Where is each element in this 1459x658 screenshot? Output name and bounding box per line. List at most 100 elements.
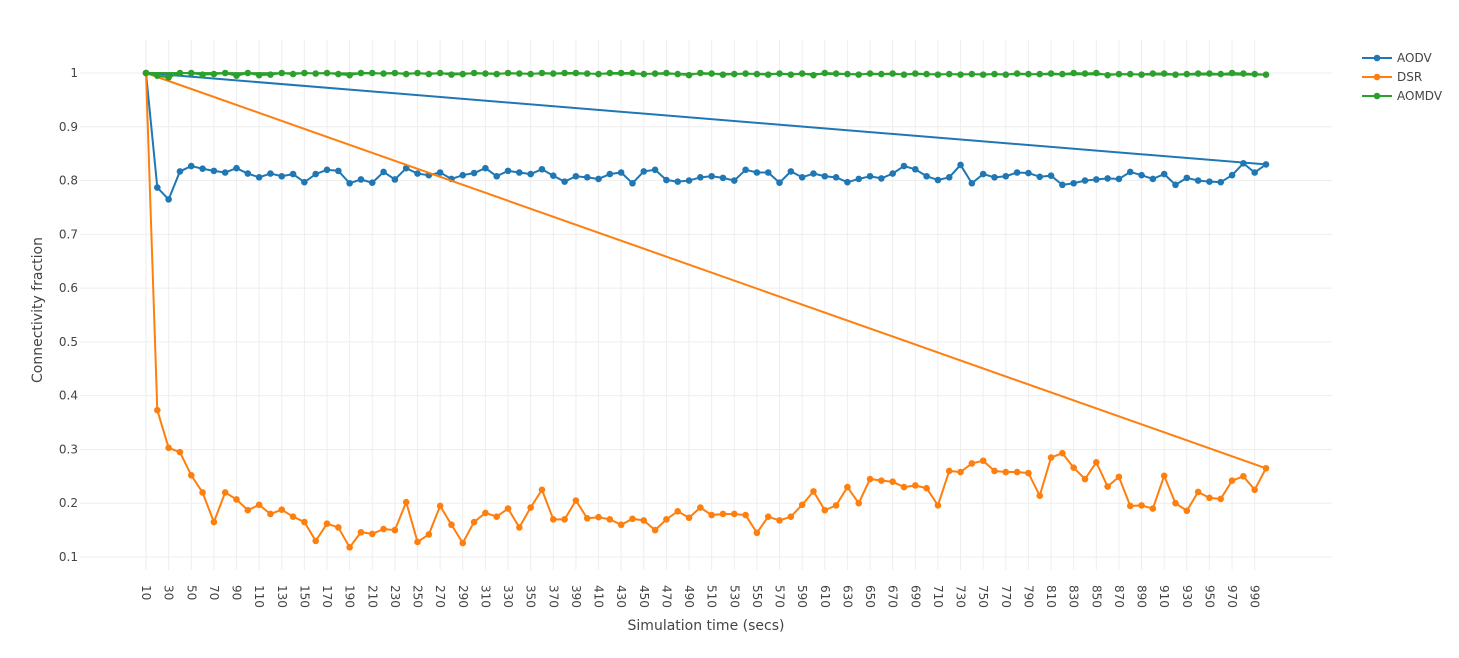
data-point[interactable] <box>617 169 625 176</box>
data-point[interactable] <box>538 165 546 173</box>
data-point[interactable] <box>470 169 478 177</box>
data-point[interactable] <box>221 169 229 176</box>
data-point[interactable] <box>742 511 749 519</box>
data-point[interactable] <box>595 175 602 183</box>
data-point[interactable] <box>1002 172 1010 180</box>
data-point[interactable] <box>323 520 331 527</box>
data-point[interactable] <box>991 174 998 181</box>
data-point[interactable] <box>629 515 636 523</box>
data-point[interactable] <box>414 170 421 177</box>
data-point[interactable] <box>1126 168 1134 176</box>
data-point[interactable] <box>1025 469 1032 477</box>
data-point[interactable] <box>1093 176 1100 183</box>
data-point[interactable] <box>583 70 591 77</box>
data-point[interactable] <box>221 69 229 77</box>
data-point[interactable] <box>482 164 489 172</box>
data-point[interactable] <box>1047 172 1055 180</box>
data-point[interactable] <box>753 529 761 537</box>
data-point[interactable] <box>776 517 783 524</box>
data-point[interactable] <box>730 70 738 78</box>
data-point[interactable] <box>470 69 478 77</box>
data-point[interactable] <box>425 531 433 538</box>
data-point[interactable] <box>844 178 851 186</box>
data-point[interactable] <box>1206 70 1213 77</box>
data-point[interactable] <box>199 489 206 496</box>
data-point[interactable] <box>1240 70 1247 77</box>
data-point[interactable] <box>210 167 218 175</box>
data-point[interactable] <box>1115 473 1123 481</box>
data-point[interactable] <box>1240 473 1247 480</box>
data-point[interactable] <box>617 69 625 77</box>
data-point[interactable] <box>368 530 376 538</box>
data-point[interactable] <box>561 516 568 523</box>
data-point[interactable] <box>776 179 783 187</box>
data-point[interactable] <box>1217 70 1225 78</box>
data-point[interactable] <box>1059 181 1066 189</box>
data-point[interactable] <box>1013 169 1021 176</box>
legend[interactable]: AODV DSR AOMDV <box>1362 51 1443 103</box>
data-point[interactable] <box>516 524 523 531</box>
data-point[interactable] <box>549 516 557 523</box>
data-point[interactable] <box>255 174 263 181</box>
data-point[interactable] <box>640 70 648 78</box>
data-point[interactable] <box>1183 507 1191 515</box>
data-point[interactable] <box>436 169 444 176</box>
data-point[interactable] <box>1025 169 1032 177</box>
data-point[interactable] <box>335 167 342 175</box>
data-point[interactable] <box>753 169 761 176</box>
data-point[interactable] <box>889 170 896 177</box>
data-point[interactable] <box>516 169 523 176</box>
data-point[interactable] <box>923 484 930 492</box>
data-point[interactable] <box>923 70 930 78</box>
data-point[interactable] <box>187 69 195 77</box>
data-point[interactable] <box>154 406 161 414</box>
data-point[interactable] <box>685 71 693 79</box>
data-point[interactable] <box>1070 69 1077 77</box>
data-point[interactable] <box>165 444 172 452</box>
data-point[interactable] <box>1138 171 1145 179</box>
data-point[interactable] <box>414 538 421 546</box>
data-point[interactable] <box>595 513 602 521</box>
data-point[interactable] <box>900 483 908 491</box>
data-point[interactable] <box>244 506 252 514</box>
data-point[interactable] <box>267 71 274 78</box>
data-point[interactable] <box>357 69 365 77</box>
data-point[interactable] <box>414 69 421 77</box>
data-point[interactable] <box>210 70 218 78</box>
data-point[interactable] <box>1059 70 1066 78</box>
data-point[interactable] <box>1149 70 1157 77</box>
data-point[interactable] <box>821 506 829 514</box>
data-point[interactable] <box>482 70 489 77</box>
data-point[interactable] <box>1115 175 1123 183</box>
data-point[interactable] <box>957 71 964 78</box>
data-point[interactable] <box>1070 179 1077 187</box>
data-point[interactable] <box>527 504 534 511</box>
data-point[interactable] <box>142 69 150 77</box>
data-point[interactable] <box>459 70 467 78</box>
data-point[interactable] <box>301 178 308 186</box>
data-point[interactable] <box>708 70 715 77</box>
data-point[interactable] <box>312 70 319 77</box>
data-point[interactable] <box>267 510 274 518</box>
data-point[interactable] <box>979 170 987 178</box>
data-point[interactable] <box>606 170 614 178</box>
data-point[interactable] <box>742 70 749 77</box>
data-point[interactable] <box>1228 69 1236 77</box>
data-point[interactable] <box>832 502 840 509</box>
data-point[interactable] <box>640 168 648 175</box>
data-point[interactable] <box>504 69 512 77</box>
data-point[interactable] <box>911 70 919 77</box>
data-point[interactable] <box>380 70 387 77</box>
data-point[interactable] <box>583 174 591 181</box>
data-point[interactable] <box>866 475 874 483</box>
data-point[interactable] <box>697 174 704 181</box>
data-point[interactable] <box>730 177 738 184</box>
data-point[interactable] <box>289 513 297 520</box>
data-point[interactable] <box>493 70 501 78</box>
data-point[interactable] <box>255 71 263 79</box>
data-point[interactable] <box>1115 70 1123 78</box>
data-point[interactable] <box>787 168 795 175</box>
data-point[interactable] <box>312 170 319 178</box>
data-point[interactable] <box>1036 173 1044 181</box>
data-point[interactable] <box>663 176 670 184</box>
